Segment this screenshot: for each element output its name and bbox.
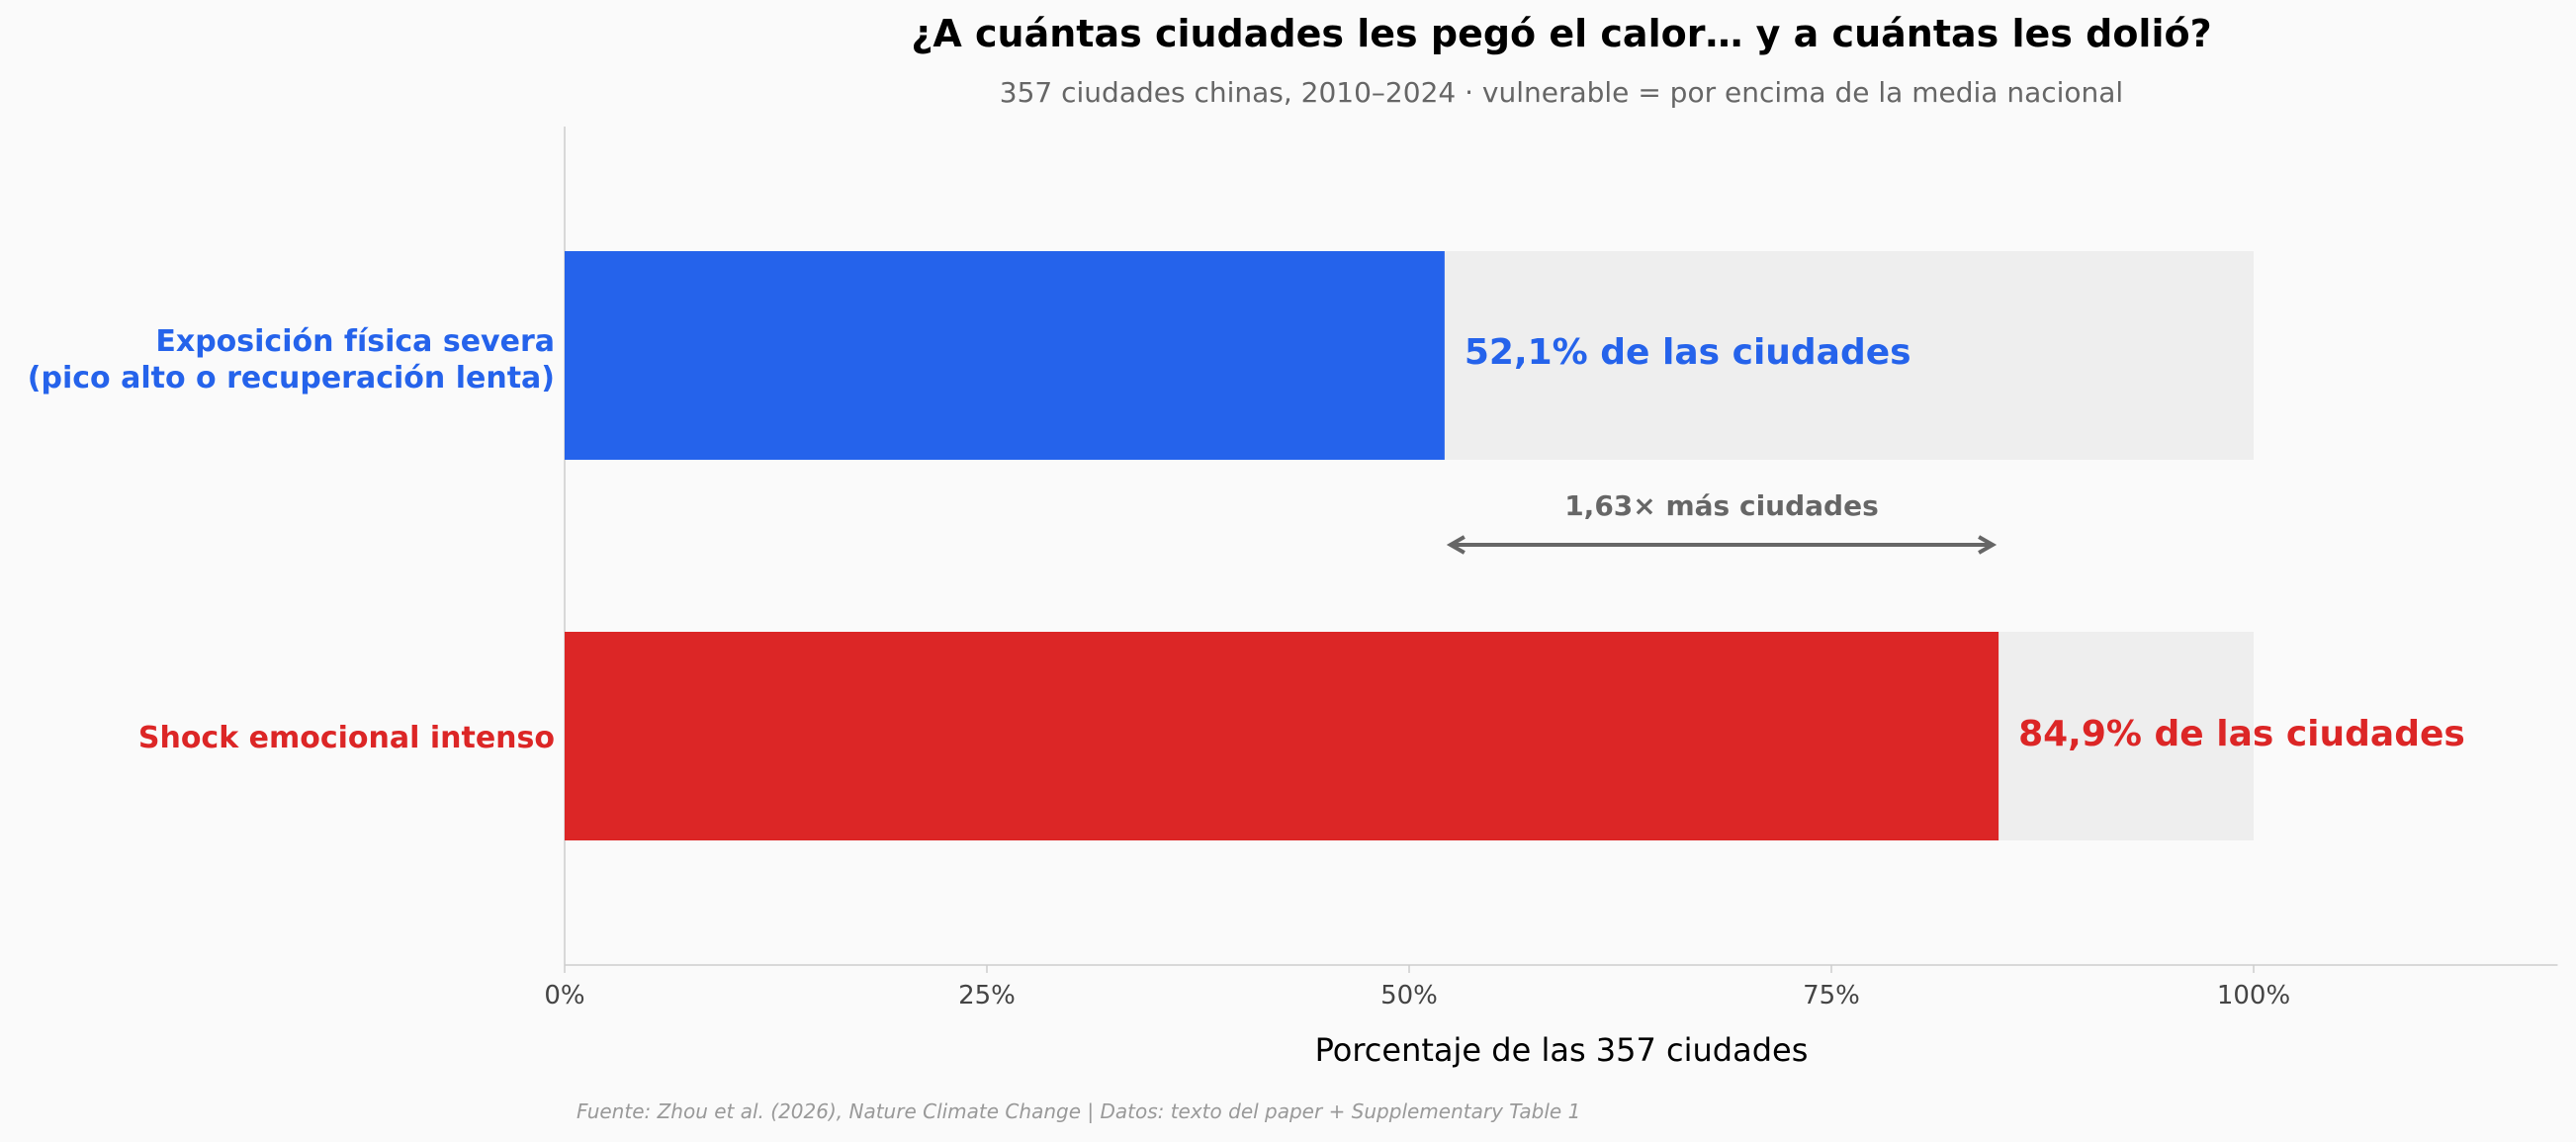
value-label-shock: 84,9% de las ciudades bbox=[2018, 714, 2465, 754]
category-label-exposicion: Exposición física severa (pico alto o re… bbox=[28, 323, 555, 396]
x-tick-label: 25% bbox=[958, 981, 1016, 1010]
category-label-line-2: (pico alto o recuperación lenta) bbox=[27, 361, 555, 395]
x-tick-label: 50% bbox=[1380, 981, 1438, 1010]
bar bbox=[565, 251, 1445, 460]
ratio-arrow-head-left bbox=[1446, 535, 1466, 555]
bar bbox=[565, 632, 1999, 840]
category-label-line-1: Exposición física severa bbox=[155, 324, 555, 359]
value-label-exposicion: 52,1% de las ciudades bbox=[1464, 332, 1911, 373]
x-tick-label: 0% bbox=[544, 981, 585, 1010]
x-tick-label: 75% bbox=[1803, 981, 1860, 1010]
x-tick-label: 100% bbox=[2216, 981, 2291, 1010]
x-axis-label: Porcentaje de las 357 ciudades bbox=[1314, 1031, 1809, 1069]
ratio-arrow-head-right bbox=[1978, 535, 1998, 555]
category-label-shock: Shock emocional intenso bbox=[138, 720, 555, 756]
source-note: Fuente: Zhou et al. (2026), Nature Clima… bbox=[577, 1099, 1581, 1123]
chart-title: ¿A cuántas ciudades les pegó el calor… y… bbox=[911, 12, 2212, 55]
category-label-line-1: Shock emocional intenso bbox=[137, 721, 555, 755]
ratio-annotation-label: 1,63× más ciudades bbox=[1564, 489, 1879, 522]
chart-subtitle: 357 ciudades chinas, 2010–2024 · vulnera… bbox=[999, 76, 2124, 109]
